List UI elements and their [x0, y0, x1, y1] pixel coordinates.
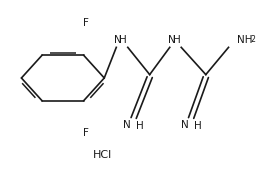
Text: H: H [173, 35, 180, 45]
Text: N: N [114, 35, 122, 45]
Text: NH: NH [237, 35, 252, 45]
Text: HCl: HCl [93, 150, 113, 160]
Text: F: F [83, 128, 89, 138]
Text: 2: 2 [251, 35, 255, 44]
Text: F: F [83, 18, 89, 28]
Text: H: H [136, 121, 144, 131]
Text: N: N [123, 120, 131, 130]
Text: H: H [194, 121, 201, 131]
Text: H: H [119, 35, 127, 45]
Text: N: N [181, 120, 188, 130]
Text: N: N [168, 35, 176, 45]
